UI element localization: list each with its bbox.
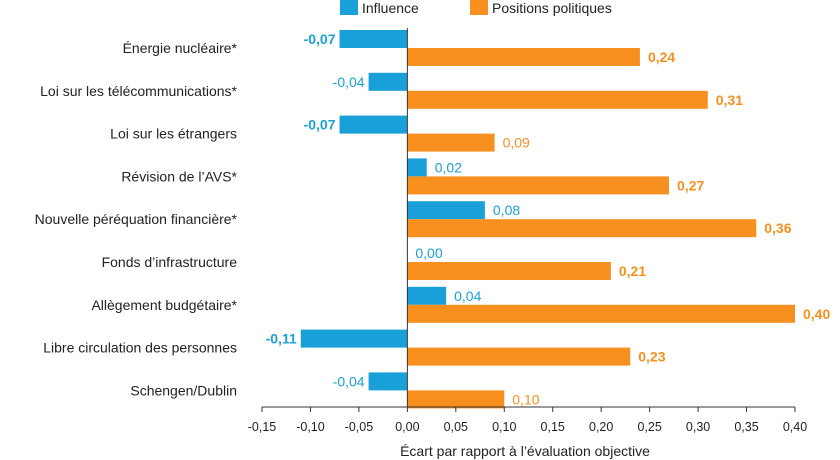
bar-positions: [407, 347, 631, 366]
category-label: Allègement budgétaire*: [91, 297, 237, 313]
category-label: Nouvelle péréquation financière*: [35, 211, 238, 227]
bar-positions: [407, 262, 611, 280]
data-label: 0,36: [764, 220, 791, 236]
x-tick-label: 0,40: [783, 420, 807, 434]
data-label: 0,08: [493, 202, 520, 218]
bar-influence: [407, 158, 427, 177]
bar-positions: [407, 48, 640, 66]
x-tick-label: -0,15: [248, 420, 277, 434]
bar-positions: [407, 133, 495, 152]
x-tick-label: -0,05: [345, 420, 374, 434]
data-label: -0,04: [333, 373, 365, 389]
bar-influence: [368, 72, 408, 91]
x-axis-title: Écart par rapport à l’évaluation objecti…: [400, 443, 650, 459]
bar-influence: [339, 115, 408, 134]
data-label: 0,00: [415, 245, 442, 261]
category-label: Loi sur les étrangers: [110, 126, 237, 142]
data-label: 0,09: [503, 135, 530, 151]
data-label: 0,23: [638, 349, 665, 365]
value-labels: -0,07 -0,04 -0,07 0,02 0,08 0,00 0,04 -0,11 -0,0…: [266, 31, 831, 407]
bar-influence: [368, 372, 408, 391]
x-tick-label: 0,00: [395, 420, 419, 434]
x-tick-label: 0,05: [444, 420, 468, 434]
legend: Influence Positions politiques: [340, 0, 612, 16]
x-tick-label: 0,20: [589, 420, 613, 434]
bar-positions: [407, 176, 670, 195]
category-label: Loi sur les télécommunications*: [40, 83, 237, 99]
bar-influence: [339, 30, 408, 48]
bar-positions: [407, 390, 505, 409]
data-label: 0,27: [677, 177, 704, 193]
x-tick-label: 0,30: [686, 420, 710, 434]
category-label: Schengen/Dublin: [130, 382, 237, 398]
data-label: -0,11: [266, 331, 297, 347]
data-label: -0,07: [304, 31, 336, 47]
x-tick-label: -0,10: [296, 420, 325, 434]
category-labels: Énergie nucléaire* Loi sur les télécommun…: [35, 40, 238, 398]
x-tick-label: 0,10: [492, 420, 516, 434]
legend-label-2: Positions politiques: [492, 0, 612, 16]
data-label: 0,02: [435, 159, 462, 175]
legend-swatch-1: [340, 0, 358, 15]
category-label: Libre circulation des personnes: [43, 340, 237, 356]
x-tick-label: 0,25: [637, 420, 661, 434]
bar-positions: [407, 304, 795, 323]
bar-influence: [300, 329, 408, 348]
legend-swatch-2: [470, 0, 488, 15]
data-label: 0,10: [512, 391, 539, 407]
data-label: -0,04: [333, 74, 365, 90]
bar-positions: [407, 219, 757, 238]
x-axis: -0,15 -0,10 -0,05 0,00 0,05 0,10 0,15 0,20 0,25 0…: [248, 28, 807, 434]
category-label: Énergie nucléaire*: [123, 40, 238, 56]
x-tick-label: 0,35: [734, 420, 758, 434]
x-tick-label: 0,15: [541, 420, 565, 434]
data-label: -0,07: [304, 117, 336, 133]
data-label: 0,31: [716, 92, 743, 108]
category-label: Révision de l’AVS*: [121, 168, 237, 184]
bar-influence: [407, 286, 447, 305]
bars: [300, 30, 795, 409]
bar-influence: [407, 201, 485, 220]
data-label: 0,21: [619, 263, 646, 279]
legend-label-1: Influence: [362, 0, 419, 16]
bar-positions: [407, 90, 708, 109]
data-label: 0,40: [803, 306, 830, 322]
data-label: 0,24: [648, 49, 675, 65]
data-label: 0,04: [454, 288, 481, 304]
category-label: Fonds d’infrastructure: [102, 254, 238, 270]
